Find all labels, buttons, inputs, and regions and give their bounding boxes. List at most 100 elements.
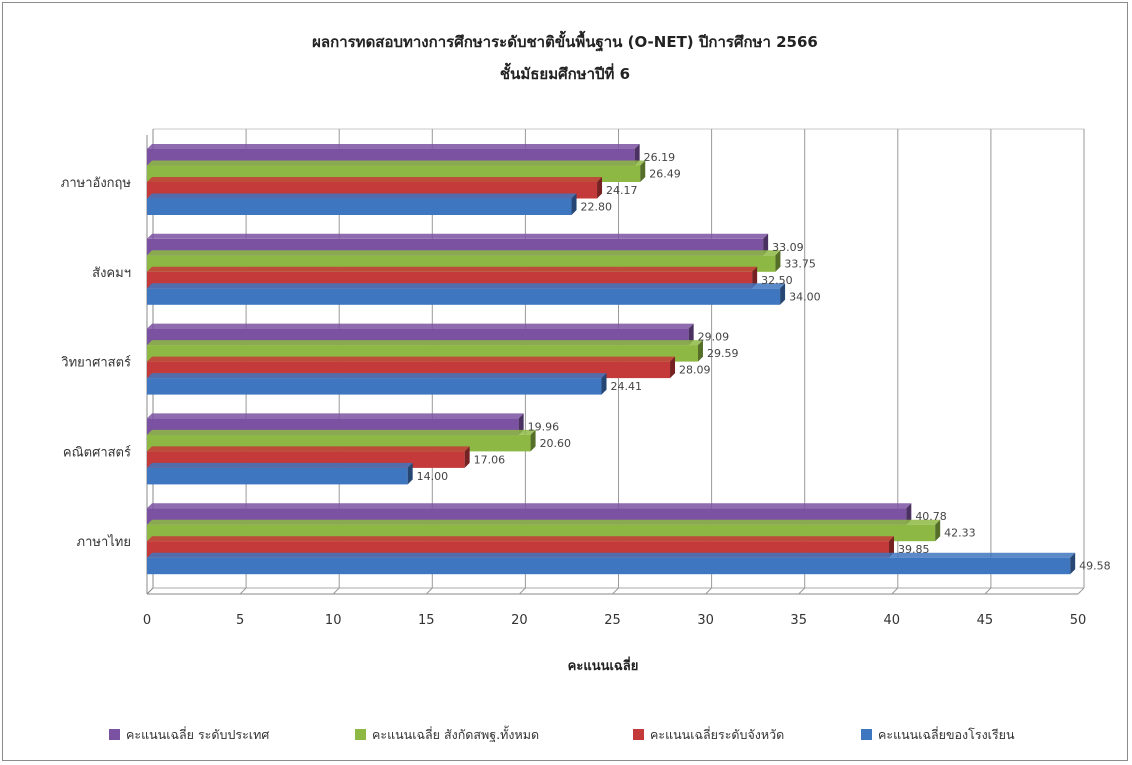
bar-end-face [889,536,895,558]
gridline-foot [612,587,619,595]
category-label: ภาษาอังกฤษ [61,176,132,191]
bar-end-face [697,340,703,362]
bar-top-face [147,446,470,452]
bar-top-face [147,250,781,256]
chart-subtitle: ชั้นมัธยมศึกษาปีที่ 6 [500,62,630,83]
bar-end-face [752,266,758,289]
data-label: 32.50 [761,274,793,287]
bar [147,378,602,395]
x-tick-label: 50 [1070,613,1087,628]
bar-end-face [597,177,603,199]
data-label: 17.06 [474,453,506,466]
gridline-foot [1077,587,1085,595]
x-tick-label: 40 [884,613,901,628]
bar-end-face [464,446,470,468]
x-tick-label: 35 [790,613,807,628]
bar-top-face [147,503,912,509]
bar-top-face [147,519,941,525]
bar-end-face [670,356,676,379]
gridline-foot [425,587,433,595]
bar-top-face [147,552,1076,558]
bar-top-face [147,233,769,239]
bar [147,467,408,485]
bar-end-face [763,233,769,256]
bar-top-face [147,462,413,468]
bar [147,198,572,215]
x-tick-label: 45 [977,613,994,628]
bars-layer [147,144,1076,575]
legend-label: คะแนนเฉลี่ยระดับจังหวัด [650,726,784,742]
legend-label: คะแนนเฉลี่ย ระดับประเทศ [126,726,269,742]
x-tick-label: 15 [418,613,435,628]
legend: คะแนนเฉลี่ย ระดับประเทศ คะแนนเฉลี่ย สังกั… [109,725,1015,742]
data-label: 33.75 [784,257,816,270]
data-label: 20.60 [540,437,572,450]
gridline-foot [332,587,340,595]
legend-swatch [861,729,872,740]
bar-top-face [147,144,640,149]
legend-swatch [633,729,644,740]
legend-label: คะแนนเฉลี่ย สังกัดสพฐ.ทั้งหมด [372,725,539,742]
legend-swatch [109,729,120,740]
category-label: สังคมฯ [92,266,131,281]
bar-end-face [775,250,781,272]
category-label: ภาษาไทย [77,534,131,550]
data-label: 34.00 [789,290,821,303]
gridline-foot [984,587,992,595]
data-label: 33.09 [772,241,804,254]
bar-top-face [147,177,603,182]
gridline-foot [239,587,247,595]
legend-swatch [355,729,366,740]
bar-top-face [147,283,786,289]
data-label: 29.09 [698,331,730,344]
bar-top-face [147,323,694,329]
bar-top-face [147,373,607,379]
data-label: 29.59 [707,347,739,360]
bar-end-face [906,503,912,525]
bar-end-face [530,429,536,452]
bar-end-face [780,283,786,305]
bar-end-face [688,323,694,346]
bar-top-face [147,160,646,166]
bar [147,557,1071,575]
x-axis-title: คะแนนเฉลี่ย [568,656,639,674]
bar-end-face [518,413,524,435]
gridline-foot [705,587,712,595]
x-tick-label: 0 [143,613,151,628]
bar-end-face [571,193,577,215]
bar-end-face [634,144,640,166]
data-label: 24.41 [611,380,643,393]
data-label: 28.09 [679,364,711,377]
x-tick-label: 30 [697,613,714,628]
x-tick-label: 20 [511,613,528,628]
x-tick-label: 10 [325,613,342,628]
category-label: วิทยาศาสตร์ [61,355,131,371]
data-label: 14.00 [417,470,449,483]
bar-top-face [147,193,577,199]
data-label: 26.19 [644,151,676,164]
gridline-foot [519,587,526,595]
data-label: 39.85 [898,543,930,556]
bar-end-face [601,373,607,395]
category-label: คณิตศาสตร์ [63,444,131,460]
data-label: 26.49 [649,168,681,181]
legend-label: คะแนนเฉลี่ยของโรงเรียน [878,726,1015,742]
bar-top-face [147,340,703,346]
bar-top-face [147,429,536,435]
data-label: 49.58 [1079,560,1111,573]
data-label: 24.17 [606,184,638,197]
labels-layer: 0 5 10 15 20 25 30 35 40 45 50 ภาษาอังกฤษ 26.19 26.49… [61,151,1111,628]
data-label: 42.33 [944,527,976,540]
x-tick-label: 25 [604,613,621,628]
bar-end-face [1070,552,1076,575]
data-label: 19.96 [528,420,560,433]
bar-top-face [147,536,895,542]
bar-top-face [147,413,524,419]
data-label: 40.78 [915,510,947,523]
bar-top-face [147,356,676,362]
bar-chart: 0 5 10 15 20 25 30 35 40 45 50 ภาษาอังกฤษ 26.19 26.49… [61,30,1111,742]
gridline-foot [891,587,899,595]
bar-top-face [147,266,758,272]
bar-end-face [640,160,646,182]
